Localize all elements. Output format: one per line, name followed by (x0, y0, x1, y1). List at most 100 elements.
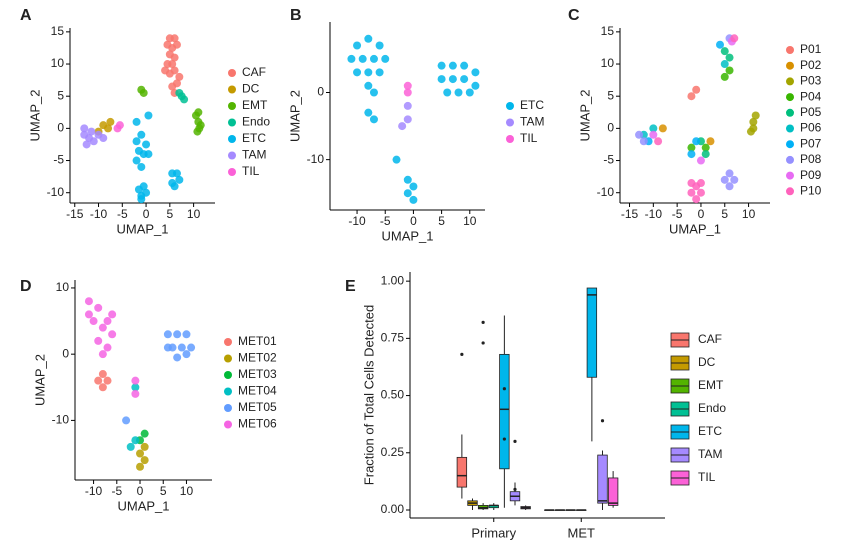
point (115, 121, 124, 130)
x-axis-label: UMAP_1 (117, 498, 169, 513)
point (175, 175, 184, 184)
point (403, 81, 412, 90)
x-tick-label: -10 (90, 207, 108, 221)
y-tick-label: 1.00 (381, 273, 405, 287)
x-tick-label: 5 (438, 214, 445, 228)
point (751, 111, 760, 120)
legend-label: ETC (520, 98, 544, 112)
x-tick-label: 10 (187, 207, 201, 221)
point (122, 416, 131, 425)
x-tick-label: 5 (721, 207, 728, 221)
point (375, 68, 384, 77)
y-tick-label: -10 (52, 413, 70, 427)
legend-key (786, 46, 794, 54)
point (720, 175, 729, 184)
x-axis-label: UMAP_1 (116, 221, 168, 236)
point (471, 68, 480, 77)
legend-key (506, 102, 514, 110)
point (448, 61, 457, 70)
point (175, 72, 184, 81)
legend-key (786, 187, 794, 196)
y-tick-label: -5 (603, 153, 614, 167)
point (706, 137, 715, 146)
y-tick-label: 5 (607, 88, 614, 102)
point (172, 169, 181, 178)
point (89, 317, 98, 326)
x-tick-label: -10 (645, 207, 663, 221)
point (194, 108, 203, 117)
y-tick-label: 0.00 (381, 502, 405, 516)
y-tick-label: 0 (62, 346, 69, 360)
point (84, 297, 93, 306)
point (746, 127, 755, 136)
point (403, 88, 412, 97)
point (696, 179, 705, 188)
panel-letter: D (20, 278, 32, 295)
point (140, 456, 149, 465)
point (131, 436, 140, 445)
point (103, 343, 112, 352)
legend-key (786, 140, 794, 149)
legend-key (228, 135, 236, 143)
point (94, 303, 103, 312)
point (137, 162, 146, 171)
point (353, 68, 362, 77)
legend-key (224, 420, 232, 429)
x-tick-label: -5 (672, 207, 683, 221)
legend-label: DC (242, 82, 260, 96)
point (98, 383, 107, 392)
point (163, 60, 172, 69)
point (730, 34, 739, 43)
point (108, 310, 117, 319)
outlier (481, 320, 485, 324)
y-tick-label: -10 (597, 185, 615, 199)
point (140, 442, 149, 451)
x-tick-label: -5 (111, 484, 122, 498)
legend-label: P05 (800, 105, 822, 119)
x-tick-label: 0 (143, 207, 150, 221)
point (187, 343, 196, 352)
x-axis-label: UMAP_1 (669, 221, 721, 236)
legend-label: P07 (800, 136, 822, 150)
point (375, 41, 384, 50)
point (98, 323, 107, 332)
point (168, 82, 177, 91)
legend-key (786, 77, 794, 86)
point (87, 127, 96, 136)
point (687, 143, 696, 152)
point (131, 376, 140, 385)
point (170, 34, 179, 43)
point (696, 188, 705, 197)
point (725, 53, 734, 62)
point (144, 150, 153, 159)
point (172, 40, 181, 49)
x-tick-label: 0 (698, 207, 705, 221)
point (132, 137, 141, 146)
legend-key (786, 93, 794, 102)
legend-key (786, 124, 794, 133)
legend-label: TAM (520, 115, 544, 129)
legend-label: P09 (800, 168, 822, 182)
legend-label: Endo (698, 401, 726, 415)
x-tick-label: 10 (463, 214, 477, 228)
point (692, 195, 701, 204)
y-axis-label: UMAP_2 (32, 354, 47, 406)
legend-key (228, 85, 236, 94)
point (687, 179, 696, 188)
x-tick-label: 10 (742, 207, 756, 221)
outlier (460, 352, 464, 356)
point (173, 330, 182, 339)
x-tick-label: MET (568, 525, 596, 540)
legend-label: MET04 (238, 384, 277, 398)
outlier (513, 439, 517, 443)
y-axis-label: Fraction of Total Cells Detected (361, 305, 376, 485)
panel-letter: E (345, 278, 356, 295)
y-tick-label: 10 (56, 280, 70, 294)
legend-label: P10 (800, 183, 822, 197)
y-tick-label: 0 (57, 121, 64, 135)
y-tick-label: 0.50 (381, 388, 405, 402)
outlier (481, 341, 485, 345)
legend-key (786, 61, 794, 70)
point (692, 85, 701, 94)
